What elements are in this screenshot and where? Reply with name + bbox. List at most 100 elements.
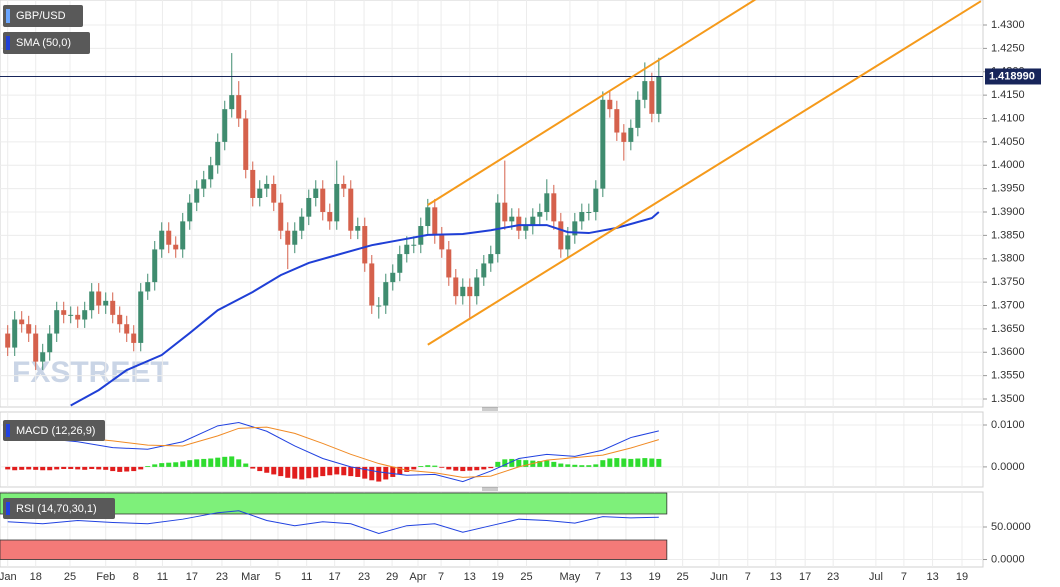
candle-body xyxy=(5,333,11,348)
x-tick-label: 23 xyxy=(216,571,228,583)
candle-body xyxy=(593,188,599,213)
last-price-label: 1.418990 xyxy=(989,70,1035,82)
macd-bar xyxy=(544,460,550,467)
y-tick-label: 1.3500 xyxy=(991,393,1025,405)
candle-body xyxy=(397,254,403,273)
candle-body xyxy=(313,188,319,198)
candle-body xyxy=(215,141,221,166)
candle-body xyxy=(166,230,172,245)
macd-bar xyxy=(208,458,214,467)
candle-body xyxy=(89,291,95,311)
macd-bar xyxy=(593,464,599,467)
macd-bar xyxy=(68,466,74,469)
candle-body xyxy=(103,300,109,306)
legend-label: SMA (50,0) xyxy=(16,37,71,49)
candle-body xyxy=(467,286,473,297)
macd-bar xyxy=(250,466,256,469)
candle-body xyxy=(439,235,445,250)
x-tick-label: Jul xyxy=(869,571,883,583)
y-tick-label: 1.3650 xyxy=(991,323,1025,335)
x-tick-label: Jun xyxy=(710,571,728,583)
candle-body xyxy=(586,212,592,214)
macd-bar xyxy=(33,466,39,470)
candle-body xyxy=(390,272,396,283)
candle-body xyxy=(579,212,585,222)
candle-body xyxy=(320,188,326,213)
legend-box xyxy=(3,32,90,54)
candle-body xyxy=(383,282,389,306)
x-tick-label: 11 xyxy=(157,571,168,583)
macd-bar xyxy=(509,458,515,467)
y-tick-label: 1.3600 xyxy=(991,346,1025,358)
macd-bar xyxy=(229,456,235,467)
y-tick-label: 1.3750 xyxy=(991,276,1025,288)
legend-marker xyxy=(6,9,10,23)
candle-body xyxy=(82,310,88,320)
x-tick-label: Mar xyxy=(241,571,260,583)
candle-body xyxy=(299,216,305,231)
candle-body xyxy=(152,249,158,283)
macd-line xyxy=(7,421,659,483)
candle-body xyxy=(516,216,522,231)
y-tick-label: 50.0000 xyxy=(991,521,1031,533)
macd-bar xyxy=(635,458,641,467)
candle-body xyxy=(285,230,291,245)
legend-label: RSI (14,70,30,1) xyxy=(16,503,97,515)
macd-bar xyxy=(614,458,620,467)
y-tick-label: 1.3950 xyxy=(991,183,1025,195)
candle-body xyxy=(26,324,32,334)
trendline xyxy=(427,0,757,206)
candle-body xyxy=(75,314,81,320)
macd-bar xyxy=(152,464,158,467)
candle-body xyxy=(250,169,256,198)
macd-bar xyxy=(495,461,501,467)
macd-bar xyxy=(474,466,480,471)
x-tick-label: 8 xyxy=(133,571,139,583)
macd-bar xyxy=(278,466,284,477)
macd-bar xyxy=(481,466,487,470)
macd-bar xyxy=(159,463,165,467)
price-layer xyxy=(0,0,983,407)
macd-bar xyxy=(299,466,305,480)
x-tick-label: Jan xyxy=(0,571,17,583)
macd-bar xyxy=(348,466,354,477)
x-tick-label: 17 xyxy=(186,571,198,583)
candle-body xyxy=(355,226,361,231)
candle-body xyxy=(124,324,130,334)
candle-body xyxy=(635,99,641,128)
candle-body xyxy=(523,226,529,231)
macd-bar xyxy=(243,463,249,467)
macd-bar xyxy=(96,466,102,470)
candle-body xyxy=(243,118,249,170)
macd-bar xyxy=(327,466,333,476)
macd-bar xyxy=(26,466,32,470)
macd-bar xyxy=(376,466,382,482)
macd-bar xyxy=(285,466,291,478)
candle-body xyxy=(432,207,438,236)
candle-body xyxy=(96,291,102,306)
macd-bar xyxy=(411,466,417,470)
candle-body xyxy=(502,202,508,222)
candle-body xyxy=(614,109,620,133)
candle-body xyxy=(607,99,613,110)
macd-bar xyxy=(600,460,606,467)
macd-bar xyxy=(334,466,340,475)
candle-body xyxy=(61,310,67,315)
macd-bar xyxy=(446,466,452,470)
macd-bar xyxy=(516,459,522,467)
candle-body xyxy=(425,207,431,227)
y-tick-label: 0.0100 xyxy=(991,419,1025,431)
candle-body xyxy=(621,132,627,142)
candle-body xyxy=(201,179,207,189)
macd-bar xyxy=(89,466,95,469)
y-tick-label: 1.4250 xyxy=(991,42,1025,54)
macd-bar xyxy=(75,466,81,470)
macd-bar xyxy=(642,458,648,467)
macd-bar xyxy=(138,466,144,470)
macd-bar xyxy=(110,466,116,472)
macd-bar xyxy=(453,466,459,471)
y-tick-label: 1.3900 xyxy=(991,206,1025,218)
x-tick-label: 25 xyxy=(520,571,532,583)
candle-body xyxy=(306,197,312,217)
